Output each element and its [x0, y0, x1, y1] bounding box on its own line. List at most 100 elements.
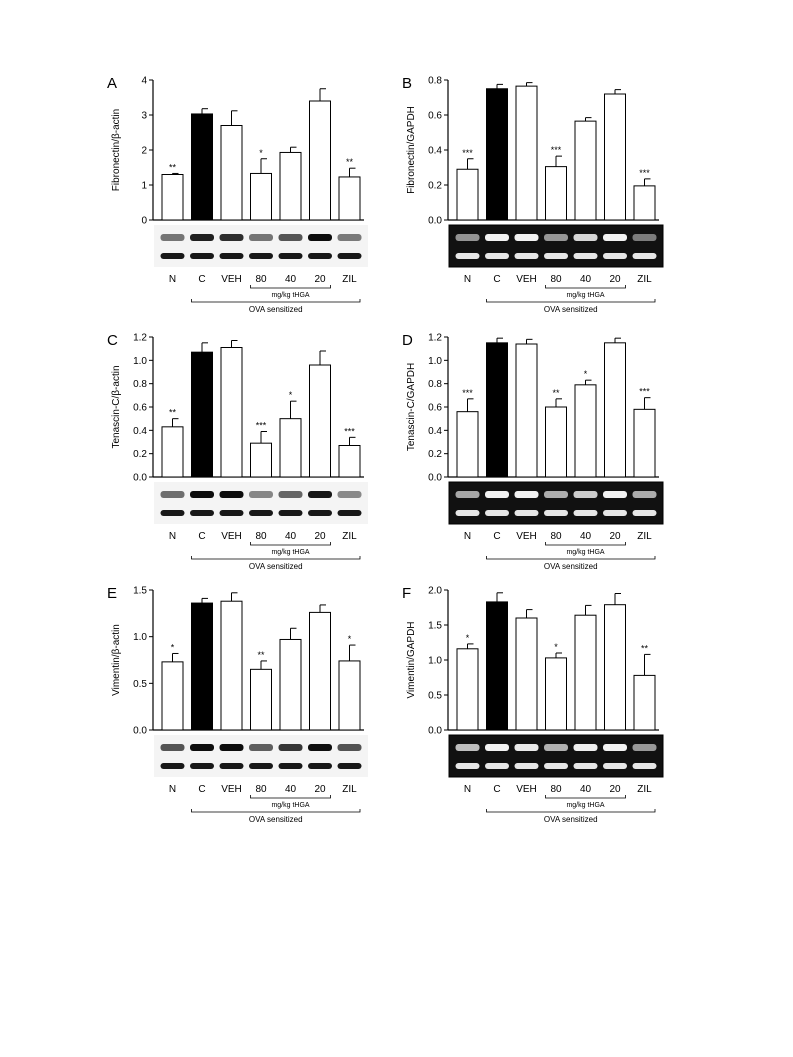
significance-marker: * — [348, 634, 352, 644]
panel-letter: D — [402, 332, 413, 349]
bar — [545, 657, 567, 731]
blot-band-target — [160, 234, 185, 241]
blot-band-target — [337, 234, 362, 241]
significance-marker: *** — [639, 168, 650, 178]
blot-band-control — [190, 253, 214, 259]
y-tick-label: 0.4 — [428, 426, 442, 437]
blot-band-control — [337, 763, 362, 769]
bar — [456, 411, 479, 478]
bar — [515, 617, 538, 731]
dose-label: mg/kg tHGA — [566, 549, 604, 556]
bar — [604, 93, 626, 221]
y-tick-label: 3 — [141, 111, 147, 122]
blot-band-target — [544, 744, 568, 751]
y-tick-label: 1.2 — [133, 333, 147, 344]
y-tick-label: 0.5 — [428, 691, 442, 702]
category-label: N — [464, 531, 471, 542]
category-label: VEH — [516, 274, 537, 285]
blot-band-target — [219, 234, 244, 241]
blot-band-control — [219, 253, 244, 259]
blot-band-control — [632, 253, 657, 259]
blot-band-target — [337, 744, 362, 751]
bar — [633, 408, 656, 478]
bar — [545, 406, 567, 478]
category-label: 40 — [580, 274, 592, 285]
blot-band-control — [573, 510, 598, 516]
y-axis-label: Tenascin-C/GAPDH — [406, 363, 417, 451]
category-label: VEH — [221, 531, 242, 542]
significance-marker: * — [584, 369, 588, 379]
dose-bracket — [250, 542, 331, 546]
blot-band-control — [514, 510, 539, 516]
y-axis-label: Tenascin-C/β-actin — [111, 365, 122, 448]
bar — [486, 88, 508, 221]
significance-marker: ** — [346, 157, 354, 167]
category-label: 80 — [550, 784, 562, 795]
panel-letter: F — [402, 585, 411, 602]
bar — [250, 442, 272, 478]
blot-band-target — [485, 234, 509, 241]
category-label: 40 — [580, 531, 592, 542]
blot-band-target — [573, 491, 598, 498]
category-label: N — [169, 784, 176, 795]
bar — [515, 85, 538, 221]
bar — [604, 604, 626, 731]
western-blot-image — [154, 482, 368, 524]
blot-band-control — [573, 253, 598, 259]
category-label: 80 — [255, 784, 267, 795]
bar — [456, 648, 479, 731]
ova-sensitized-label: OVA sensitized — [544, 562, 598, 571]
category-label: 80 — [550, 531, 562, 542]
ova-sensitized-label: OVA sensitized — [249, 562, 303, 571]
significance-marker: *** — [256, 421, 267, 431]
bar — [279, 638, 302, 731]
category-label: 20 — [609, 784, 621, 795]
panel-letter: C — [107, 332, 118, 349]
y-tick-label: 2 — [141, 146, 147, 157]
y-tick-label: 0.2 — [428, 181, 442, 192]
western-blot-image — [154, 225, 368, 267]
blot-band-control — [485, 510, 509, 516]
y-tick-label: 0.0 — [133, 473, 147, 484]
bar — [161, 426, 184, 478]
y-axis-label: Vimentin/β-actin — [111, 624, 122, 696]
blot-band-target — [160, 491, 185, 498]
significance-marker: *** — [344, 426, 355, 436]
category-label: ZIL — [342, 531, 357, 542]
blot-band-target — [573, 744, 598, 751]
y-tick-label: 1.0 — [133, 356, 147, 367]
y-tick-label: 0.0 — [428, 726, 442, 737]
category-label: VEH — [516, 784, 537, 795]
blot-band-target — [308, 744, 332, 751]
blot-band-control — [190, 763, 214, 769]
significance-marker: *** — [551, 145, 562, 155]
bar — [250, 668, 272, 731]
bar — [338, 445, 361, 478]
bar — [486, 601, 508, 731]
blot-band-target — [249, 491, 273, 498]
blot-band-control — [160, 510, 185, 516]
blot-band-control — [455, 763, 480, 769]
blot-band-target — [249, 234, 273, 241]
category-label: ZIL — [342, 784, 357, 795]
bar — [220, 125, 243, 221]
y-tick-label: 0 — [141, 216, 147, 227]
blot-band-target — [455, 234, 480, 241]
category-label: ZIL — [342, 274, 357, 285]
dose-bracket — [545, 285, 626, 289]
ova-bracket — [191, 809, 361, 813]
dose-label: mg/kg tHGA — [566, 802, 604, 809]
blot-band-target — [632, 744, 657, 751]
figure-panel-svg: B Fibronectin/GAPDH 0.0 0.2 0.4 0.6 0.8 *** N C VE… — [402, 75, 664, 314]
blot-band-control — [249, 510, 273, 516]
blot-band-control — [485, 253, 509, 259]
bar — [250, 172, 272, 221]
y-tick-label: 0.0 — [428, 216, 442, 227]
panel-a: A Fibronectin/β-actin 0 1 2 3 4 ** N C VEH * 80 40 20 *… — [105, 68, 385, 318]
panel-c: C Tenascin-C/β-actin 0.0 0.2 0.4 0.6 0.8 1.0 1.2… — [105, 325, 385, 575]
bar — [279, 151, 302, 221]
category-label: 40 — [285, 274, 297, 285]
dose-bracket — [545, 795, 626, 799]
bar — [338, 660, 361, 731]
category-label: 20 — [609, 274, 621, 285]
